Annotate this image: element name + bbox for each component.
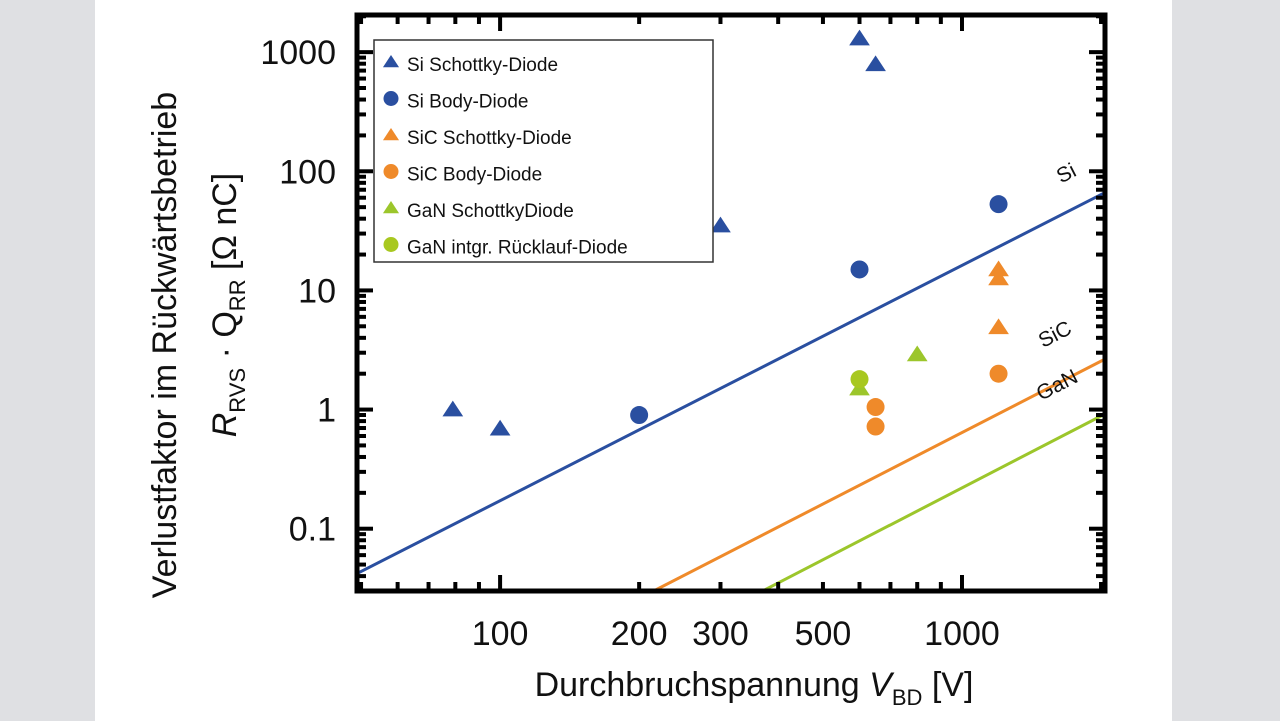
legend-item: SiC Body-Diode [383, 164, 542, 186]
data-point-si-schottky-diode [489, 419, 511, 436]
legend-item: Si Schottky-Diode [382, 55, 558, 76]
legend-triangle-marker [382, 201, 400, 214]
data-point-sic-schottky-diode [988, 260, 1009, 277]
limit-line-sic [652, 358, 1104, 591]
legend-triangle-marker [382, 128, 400, 141]
legend-label: SiC Body-Diode [407, 165, 542, 186]
y-tick-label: 1 [317, 392, 336, 430]
data-point-gan-schottkydiode [906, 345, 928, 362]
data-point-sic-schottky-diode [988, 318, 1009, 335]
legend-item: GaN intgr. Rücklauf-Diode [383, 237, 628, 259]
y-axis-title-var1: R [206, 413, 244, 438]
data-point-sic-body-diode [866, 417, 885, 436]
y-axis-title-var2: Q [206, 311, 244, 337]
data-point-sic-schottky-diode [988, 269, 1009, 286]
legend-item: SiC Schottky-Diode [382, 128, 572, 149]
data-point-si-body-diode [850, 260, 869, 279]
x-tick-label: 300 [692, 615, 749, 653]
x-axis-title-main: Durchbruchspannung [535, 666, 870, 704]
x-tick-label: 500 [795, 615, 852, 653]
y-axis-title-line2: RRVS · QRR [Ω nC] [206, 173, 250, 438]
legend-box [373, 39, 714, 263]
legend-triangle-marker [382, 55, 400, 68]
limit-line-label-sic: SiC [1035, 317, 1076, 353]
legend-label: GaN intgr. Rücklauf-Diode [407, 238, 628, 259]
y-tick-label: 0.1 [289, 511, 336, 549]
y-axis-title-sub2: RR [225, 279, 250, 311]
legend-circle-marker [383, 237, 399, 252]
data-point-si-schottky-diode [710, 216, 731, 233]
x-tick-label: 200 [611, 615, 668, 653]
data-point-si-schottky-diode [849, 29, 870, 46]
legend-item: GaN SchottkyDiode [382, 201, 574, 222]
limit-line-gan [761, 413, 1104, 591]
data-point-si-body-diode [630, 406, 649, 425]
legend-label: GaN SchottkyDiode [407, 201, 574, 222]
y-tick-label: 10 [298, 272, 336, 310]
x-tick-label: 100 [472, 615, 529, 653]
x-axis-title-sub: BD [892, 685, 923, 710]
data-point-si-schottky-diode [865, 55, 886, 72]
y-axis-title-sub1: RVS [225, 368, 250, 413]
data-point-sic-body-diode [989, 364, 1008, 383]
legend-item: Si Body-Diode [383, 91, 528, 113]
limit-line-label-si: Si [1053, 159, 1080, 188]
legend-label: SiC Schottky-Diode [407, 128, 572, 149]
limit-line-si [357, 192, 1104, 575]
legend: Si Schottky-Diode Si Body-Diode SiC Schott… [373, 39, 714, 263]
x-axis-title: Durchbruchspannung VBD [V] [535, 666, 974, 710]
y-tick-label: 100 [279, 153, 336, 191]
x-tick-label: 1000 [924, 615, 1000, 653]
y-tick-label: 1000 [260, 34, 336, 72]
data-point-gan-intgr-r-cklauf-diode [850, 370, 869, 389]
limit-line-label-gan: GaN [1033, 365, 1082, 405]
x-axis-title-unit: [V] [922, 666, 973, 704]
legend-label: Si Schottky-Diode [407, 55, 558, 76]
data-point-si-body-diode [989, 195, 1008, 214]
legend-label: Si Body-Diode [407, 92, 528, 113]
y-axis-title-line1: Verlustfaktor im Rückwärtsbetrieb [146, 92, 184, 598]
y-axis-title-dot: · [206, 338, 244, 368]
legend-circle-marker [383, 164, 399, 179]
data-point-si-schottky-diode [442, 400, 464, 417]
y-axis-title-unit: [Ω nC] [206, 173, 244, 280]
legend-circle-marker [383, 91, 399, 106]
data-point-sic-body-diode [866, 398, 885, 417]
x-axis-title-var: V [869, 666, 895, 704]
